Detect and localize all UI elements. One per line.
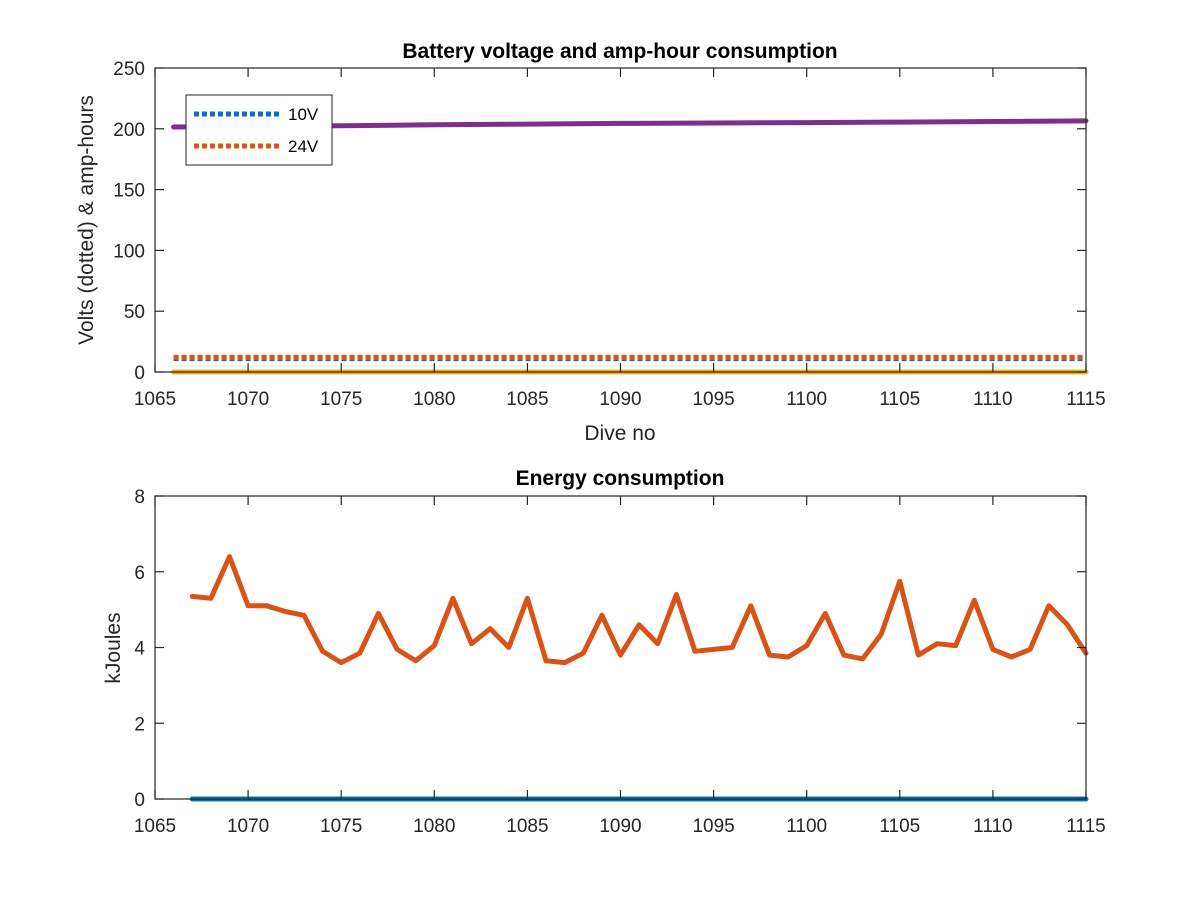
y-tick-label: 150 <box>113 181 145 202</box>
x-tick-label: 1065 <box>134 389 176 410</box>
series-line-3 <box>171 118 1089 130</box>
y-tick-label: 0 <box>134 363 145 384</box>
x-tick-label: 1110 <box>973 389 1012 410</box>
energy-consumption-plot: Energy consumption 1065 1070 1075 1080 1085 1… <box>102 467 1106 837</box>
x-tick-label: 1070 <box>227 389 269 410</box>
ticks-layer: 1065 1070 1075 1080 1085 1090 1095 1100 1105 1110… <box>134 487 1106 837</box>
y-tick-label: 200 <box>113 120 145 141</box>
y-axis-label: kJoules <box>102 612 125 683</box>
y-tick-label: 50 <box>124 302 145 323</box>
x-tick-label: 1090 <box>599 816 641 837</box>
x-tick-label: 1085 <box>506 389 548 410</box>
y-tick-label: 4 <box>134 639 145 660</box>
x-tick-label: 1080 <box>413 816 455 837</box>
chart-title: Battery voltage and amp-hour consumption <box>402 40 837 63</box>
x-tick-label: 1095 <box>692 389 734 410</box>
y-tick-label: 250 <box>113 59 145 80</box>
x-tick-label: 1110 <box>973 816 1012 837</box>
x-axis-label: Dive no <box>584 422 655 445</box>
y-tick-label: 2 <box>134 714 145 735</box>
x-tick-label: 1095 <box>692 816 734 837</box>
x-tick-label: 1115 <box>1066 816 1105 837</box>
legend-label-10v: 10V <box>288 105 319 124</box>
chart-title: Energy consumption <box>516 467 725 490</box>
series-layer <box>189 554 1089 802</box>
legend-label-24v: 24V <box>288 137 319 156</box>
x-tick-label: 1075 <box>320 389 362 410</box>
x-tick-label: 1105 <box>879 816 920 837</box>
x-tick-label: 1080 <box>413 389 455 410</box>
x-tick-label: 1085 <box>506 816 548 837</box>
x-tick-label: 1090 <box>599 389 641 410</box>
x-tick-label: 1065 <box>134 816 176 837</box>
voltage-amp-hour-plot: Battery voltage and amp-hour consumption… <box>75 40 1106 445</box>
plot-frame <box>154 495 1087 800</box>
x-tick-label: 1070 <box>227 816 269 837</box>
y-tick-label: 6 <box>134 563 145 584</box>
y-tick-label: 8 <box>134 487 145 508</box>
ticks-layer: 1065 1070 1075 1080 1085 1090 1095 1100 1105 1110… <box>113 59 1105 410</box>
x-tick-label: 1115 <box>1066 389 1105 410</box>
x-tick-label: 1075 <box>320 816 362 837</box>
legend-box <box>185 94 333 166</box>
legend: 10V 24V <box>185 94 333 166</box>
y-tick-label: 0 <box>134 790 145 811</box>
x-tick-label: 1100 <box>786 816 827 837</box>
x-tick-label: 1100 <box>786 389 827 410</box>
series-line-1 <box>189 554 1089 666</box>
y-axis-label: Volts (dotted) & amp-hours <box>75 95 98 345</box>
y-tick-label: 100 <box>113 241 145 262</box>
x-tick-label: 1105 <box>879 389 920 410</box>
